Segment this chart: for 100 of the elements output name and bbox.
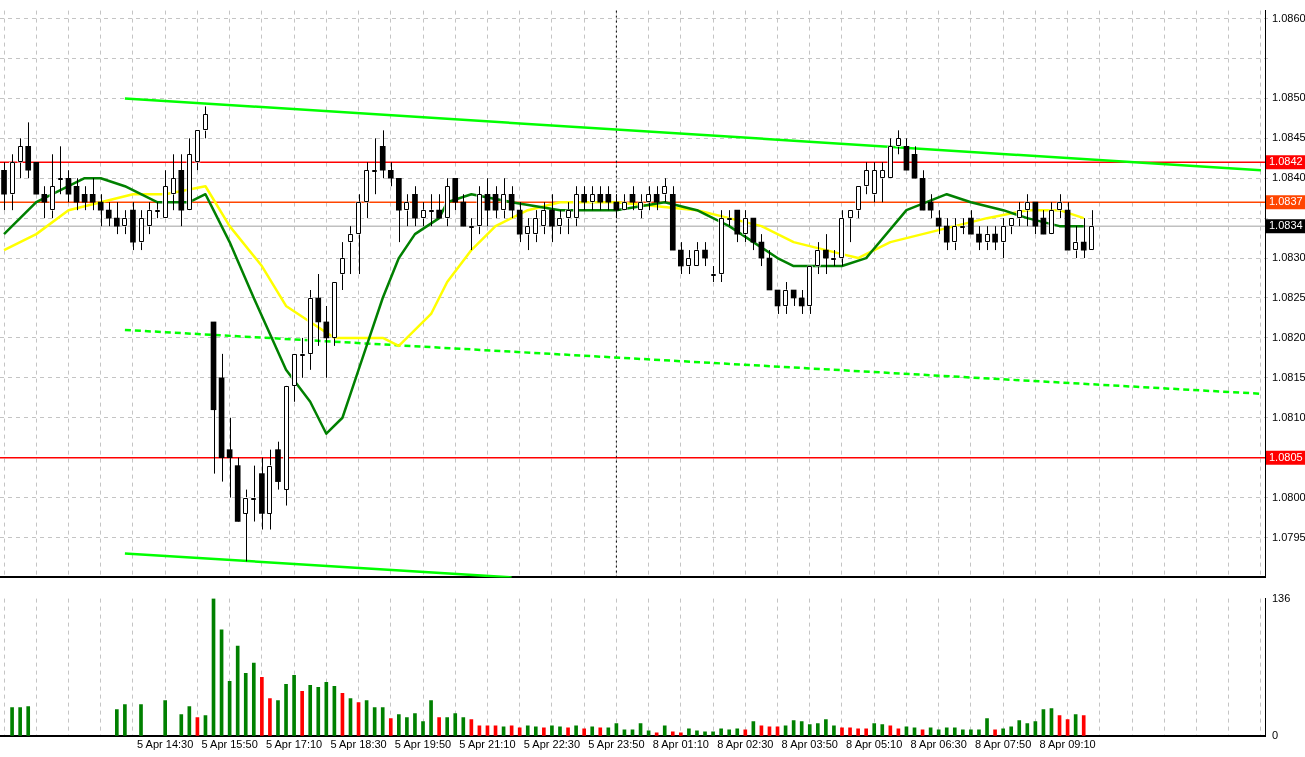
bar xyxy=(461,717,466,736)
x-tick-label: 8 Apr 02:30 xyxy=(717,738,774,751)
y-tick-label: 1.0845 xyxy=(1272,131,1305,144)
bar xyxy=(316,687,321,736)
bar xyxy=(550,725,554,736)
bar xyxy=(1001,728,1005,736)
bar xyxy=(1017,720,1022,736)
bar xyxy=(18,707,22,736)
bar xyxy=(703,731,707,736)
y-tick-label: 1.0840 xyxy=(1272,171,1305,184)
x-tick-label: 5 Apr 22:30 xyxy=(523,738,581,751)
x-tick-label: 8 Apr 06:30 xyxy=(910,738,967,751)
bar xyxy=(1025,723,1030,736)
bar xyxy=(679,732,683,736)
bar xyxy=(856,728,860,736)
bar xyxy=(421,721,425,736)
y-tick-label: 1.0815 xyxy=(1272,370,1305,383)
y-tick-label: 136 xyxy=(1272,591,1291,604)
bar xyxy=(654,732,659,736)
bar xyxy=(662,725,667,736)
y-tick-label: 1.0850 xyxy=(1272,91,1305,104)
bar xyxy=(985,718,989,736)
y-tick-label: 1.0860 xyxy=(1272,11,1305,24)
bar xyxy=(670,731,675,736)
bar xyxy=(324,682,329,736)
bar xyxy=(944,727,949,736)
bar xyxy=(380,707,385,736)
bar xyxy=(695,730,699,736)
y-tick-label: 1.0825 xyxy=(1272,291,1305,304)
bar xyxy=(115,709,119,736)
bar xyxy=(235,645,240,736)
bar xyxy=(574,725,578,736)
bar xyxy=(727,729,732,736)
x-tick-label: 5 Apr 23:50 xyxy=(588,738,645,751)
bar xyxy=(453,713,458,736)
bar xyxy=(993,729,997,736)
bar xyxy=(977,729,981,736)
y-tick-label: 1.0830 xyxy=(1272,251,1305,264)
bar xyxy=(840,727,844,736)
bar xyxy=(26,706,31,736)
bar xyxy=(880,724,885,736)
bar xyxy=(815,723,820,736)
bar xyxy=(517,727,522,736)
bar xyxy=(308,685,313,736)
bar xyxy=(533,726,538,736)
y-tick-label: 1.0800 xyxy=(1272,490,1305,503)
bar xyxy=(10,707,14,736)
bar xyxy=(429,700,433,736)
bar xyxy=(598,727,603,736)
bar xyxy=(711,731,715,736)
bar xyxy=(163,700,168,736)
bar xyxy=(969,729,973,736)
bar xyxy=(952,727,957,736)
ref-line-label: 1.0834 xyxy=(1269,219,1303,232)
bar xyxy=(799,721,804,736)
bar xyxy=(719,728,723,736)
ref-line-label: 1.0837 xyxy=(1269,195,1303,208)
bar xyxy=(251,662,256,736)
x-tick-label: 8 Apr 07:50 xyxy=(975,738,1032,751)
bar xyxy=(445,717,450,736)
bar xyxy=(566,727,570,736)
ref-line-label: 1.0842 xyxy=(1269,155,1303,168)
bar xyxy=(872,723,877,736)
bar xyxy=(179,714,184,736)
bar xyxy=(243,672,248,736)
bar xyxy=(743,729,748,736)
y-tick-label: 1.0810 xyxy=(1272,410,1305,423)
ref-line-label: 1.0805 xyxy=(1269,450,1303,463)
bar xyxy=(437,717,441,736)
bar xyxy=(961,729,965,736)
bar xyxy=(260,676,264,736)
bar xyxy=(300,691,304,736)
x-tick-label: 5 Apr 18:30 xyxy=(330,738,387,751)
x-tick-label: 5 Apr 21:10 xyxy=(459,738,516,751)
bar xyxy=(832,725,836,736)
bar xyxy=(388,718,393,736)
x-tick-label: 5 Apr 17:10 xyxy=(265,738,323,751)
bar xyxy=(936,729,941,736)
bar xyxy=(848,727,852,736)
bar xyxy=(735,728,740,736)
bar xyxy=(542,727,546,736)
bar xyxy=(590,726,595,736)
y-tick-label: 0 xyxy=(1272,728,1279,741)
bar xyxy=(1081,715,1086,736)
bar xyxy=(864,728,868,736)
bar xyxy=(268,698,272,736)
bar xyxy=(292,674,296,736)
bar xyxy=(276,700,280,736)
bar xyxy=(807,724,812,736)
y-tick-label: 1.0795 xyxy=(1272,530,1305,543)
bar xyxy=(397,714,401,736)
x-tick-label: 8 Apr 09:10 xyxy=(1039,738,1096,751)
bar xyxy=(139,704,143,736)
x-tick-label: 5 Apr 15:50 xyxy=(201,738,258,751)
x-tick-label: 5 Apr 14:30 xyxy=(137,738,194,751)
bar xyxy=(123,704,127,736)
x-tick-label: 5 Apr 19:50 xyxy=(394,738,452,751)
bar xyxy=(284,684,288,736)
bar xyxy=(558,726,562,736)
bar xyxy=(582,728,586,736)
